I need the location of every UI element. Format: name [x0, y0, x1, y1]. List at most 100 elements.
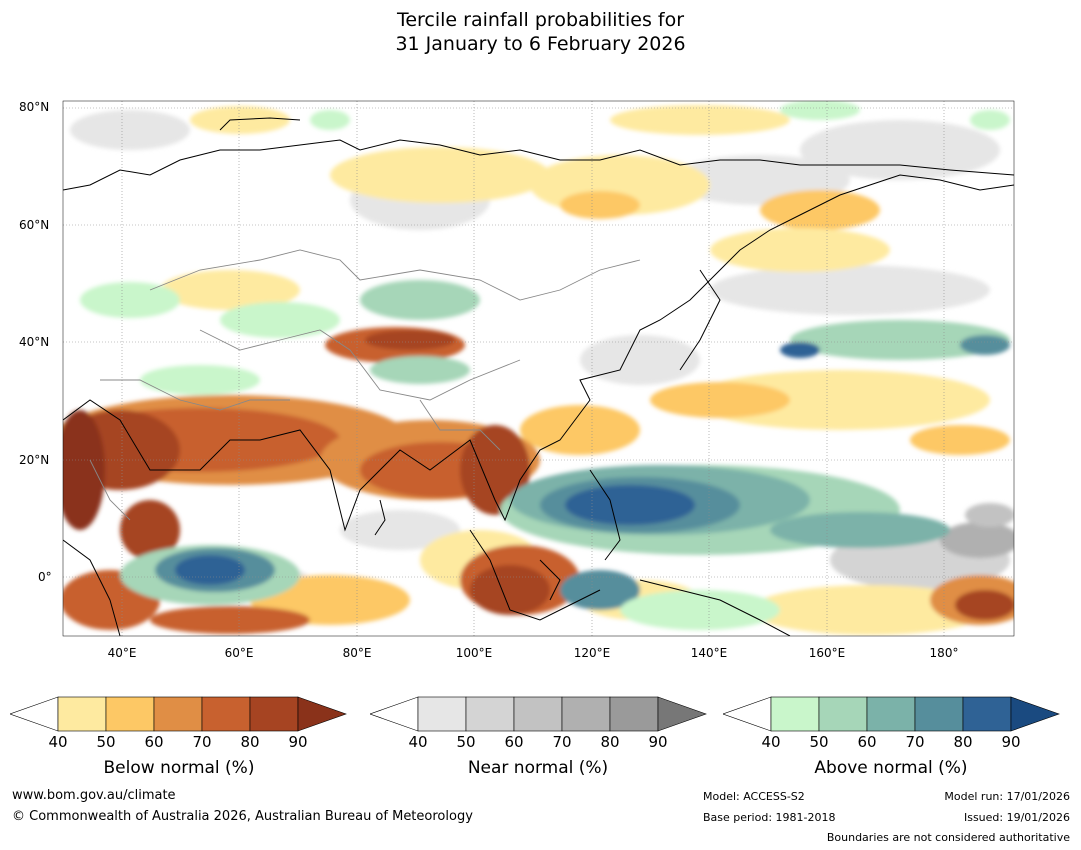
above-region	[780, 101, 860, 120]
lon-label: 140°E	[690, 646, 728, 660]
coastlines	[63, 117, 1014, 636]
above-region	[790, 320, 1010, 360]
below-region	[910, 425, 1010, 455]
cbar-tick-above: 40	[761, 733, 781, 751]
cbar-tick-below: 80	[240, 733, 260, 751]
cbar-cell-near	[370, 696, 419, 732]
cbar-tick-below: 50	[96, 733, 116, 751]
below-region	[330, 147, 550, 203]
cbar-cell-below	[153, 696, 203, 732]
colorbar-below-title: Below normal (%)	[103, 758, 255, 778]
cbar-cell-above	[770, 696, 820, 732]
cbar-cell-near	[609, 696, 659, 732]
lon-label: 80°E	[342, 646, 372, 660]
below-region	[120, 500, 180, 560]
cbar-tick-near: 50	[456, 733, 476, 751]
cbar-tick-below: 60	[144, 733, 164, 751]
cbar-cell-below	[297, 696, 347, 732]
cbar-cell-near	[657, 696, 707, 732]
cbar-cell-near	[417, 696, 467, 732]
above-region	[960, 335, 1010, 355]
below-region	[365, 330, 455, 350]
cbar-tick-above: 50	[809, 733, 829, 751]
title-line-2: 31 January to 6 February 2026	[395, 33, 686, 55]
near-region	[340, 510, 460, 550]
below-region	[160, 270, 300, 310]
above-region	[770, 512, 950, 548]
cbar-cell-near	[561, 696, 611, 732]
base-period-text: Base period: 1981-2018	[703, 811, 836, 824]
above-region	[310, 110, 350, 130]
near-region	[965, 503, 1014, 527]
above-region	[360, 280, 480, 320]
near-region	[800, 120, 1000, 180]
rainfall-map	[62, 100, 1015, 637]
cbar-cell-below	[201, 696, 251, 732]
cbar-tick-below: 40	[48, 733, 68, 751]
cbar-cell-above	[866, 696, 916, 732]
model-text: Model: ACCESS-S2	[703, 790, 805, 803]
lon-label: 100°E	[455, 646, 493, 660]
lat-label: 60°N	[19, 218, 50, 232]
below-region	[520, 405, 640, 455]
graticule	[63, 101, 1014, 636]
near-region	[70, 110, 190, 150]
cbar-cell-above	[818, 696, 868, 732]
cbar-tick-below: 90	[288, 733, 308, 751]
lon-label: 160°E	[808, 646, 846, 660]
website-link[interactable]: www.bom.gov.au/climate	[12, 788, 176, 803]
colorbar-below	[10, 696, 347, 732]
cbar-tick-above: 80	[953, 733, 973, 751]
lat-label: 80°N	[19, 100, 50, 114]
below-region	[690, 370, 990, 430]
cbar-cell-above	[1010, 696, 1060, 732]
cbar-cell-below	[105, 696, 155, 732]
copyright-text: © Commonwealth of Australia 2026, Austra…	[12, 809, 473, 824]
near-region	[940, 522, 1014, 558]
colorbar-near-title: Near normal (%)	[467, 758, 609, 778]
cbar-cell-below	[249, 696, 299, 732]
cbar-tick-above: 60	[857, 733, 877, 751]
lon-label: 60°E	[224, 646, 254, 660]
cbar-tick-near: 40	[408, 733, 428, 751]
below-region	[760, 190, 880, 230]
above-region	[140, 365, 260, 395]
lon-label: 180°	[929, 646, 959, 660]
cbar-tick-near: 90	[648, 733, 668, 751]
chart-title: Tercile rainfall probabilities for 31 Ja…	[0, 8, 1081, 56]
below-region	[560, 191, 640, 219]
above-region	[175, 555, 245, 585]
model-run-text: Model run: 17/01/2026	[944, 790, 1070, 803]
below-region	[955, 590, 1014, 620]
title-line-1: Tercile rainfall probabilities for	[396, 9, 685, 31]
cbar-tick-near: 60	[504, 733, 524, 751]
colorbar-near	[370, 696, 707, 732]
below-region	[610, 105, 790, 135]
near-region	[580, 335, 700, 385]
cbar-cell-below	[10, 696, 59, 732]
above-region	[565, 485, 695, 525]
above-region	[620, 590, 780, 630]
above-region	[220, 302, 340, 338]
lat-label: 0°	[38, 570, 52, 584]
issued-text: Issued: 19/01/2026	[963, 811, 1070, 824]
cbar-cell-near	[513, 696, 563, 732]
above-region	[970, 110, 1010, 130]
country-borders	[89, 249, 641, 521]
colorbar-above	[723, 696, 1060, 732]
cbar-tick-above: 90	[1001, 733, 1021, 751]
cbar-cell-near	[465, 696, 515, 732]
above-region	[370, 356, 470, 384]
colorbar-above-title: Above normal (%)	[814, 758, 968, 778]
map-frame	[62, 100, 1015, 637]
cbar-cell-above	[723, 696, 772, 732]
cbar-tick-below: 70	[192, 733, 212, 751]
below-region	[460, 425, 530, 515]
near-region	[710, 265, 990, 315]
cbar-tick-near: 80	[600, 733, 620, 751]
cbar-cell-above	[962, 696, 1012, 732]
below-region	[63, 410, 105, 530]
cbar-cell-below	[57, 696, 107, 732]
below-region	[470, 565, 550, 615]
map-panel	[63, 101, 1014, 636]
